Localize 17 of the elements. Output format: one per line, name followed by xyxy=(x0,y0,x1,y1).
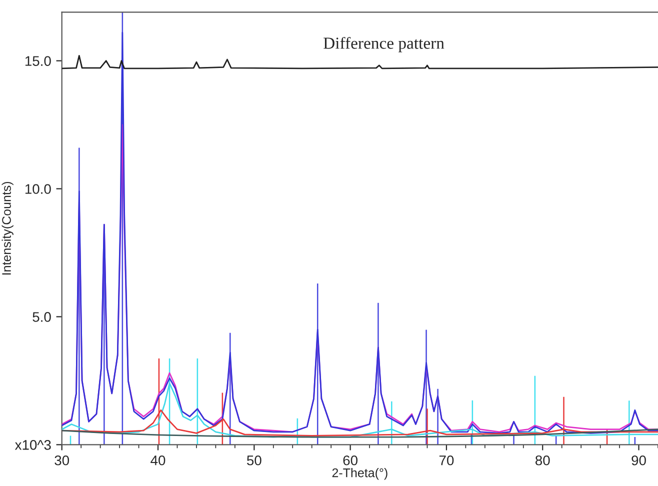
x-tick-label: 90 xyxy=(632,455,646,466)
x-tick-label: 70 xyxy=(439,455,454,466)
annotation: Difference pattern xyxy=(324,36,444,52)
y-tick-label: 10.0 xyxy=(25,184,51,194)
x-tick-label: 80 xyxy=(535,455,550,466)
line-series xyxy=(62,54,658,70)
y-tick-label: x10^3 xyxy=(14,440,51,450)
x-tick-label: 30 xyxy=(54,455,70,466)
x-axis-title: 2-Theta(°) xyxy=(332,468,388,480)
x-tick-label: 50 xyxy=(246,455,262,466)
y-axis-title: Intensity(Counts) xyxy=(2,182,14,275)
x-tick-label: 60 xyxy=(343,455,358,466)
x-tick-label: 40 xyxy=(150,455,166,466)
line-series xyxy=(62,428,658,438)
y-tick-label: 15.0 xyxy=(25,56,51,66)
line-series xyxy=(62,32,658,434)
y-tick-label: 5.0 xyxy=(32,312,51,322)
